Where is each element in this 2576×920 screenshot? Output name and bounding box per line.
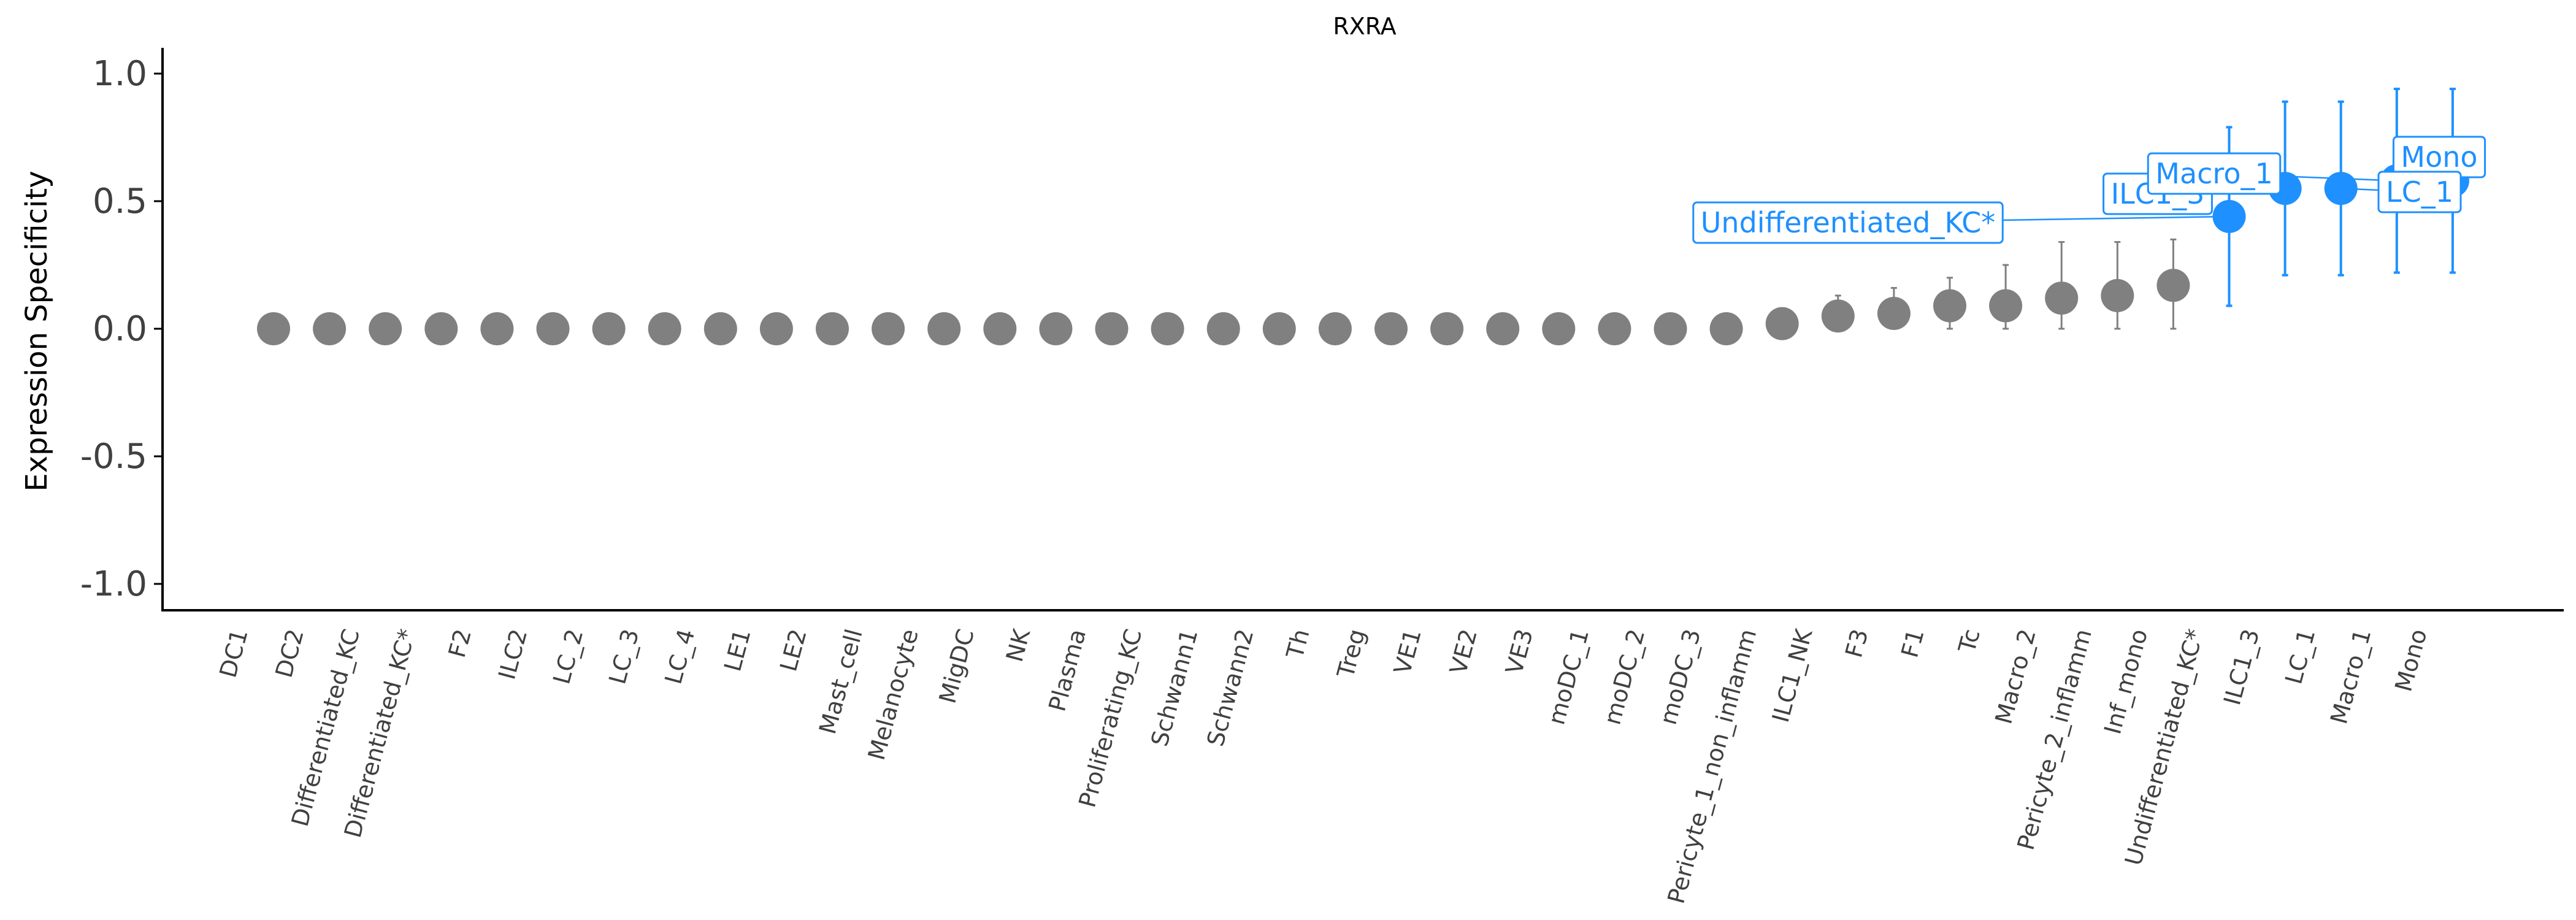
chart-title: RXRA	[1333, 13, 1396, 40]
x-tick-label: Schwann1	[1146, 626, 1203, 749]
data-point	[1318, 312, 1352, 345]
annotation-label: LC_1	[2340, 171, 2462, 213]
data-point	[1654, 312, 1687, 345]
data-point	[1709, 312, 1743, 345]
y-tick-label: 0.5	[93, 182, 147, 221]
x-tick-label: Mast_cell	[814, 626, 868, 737]
data-point	[816, 312, 849, 345]
x-ticks: DC1 DC2Differentiated_KCDifferentiated_KC…	[214, 626, 2432, 907]
x-tick-label: Inf_mono	[2099, 626, 2153, 737]
x-tick-label: Treg	[1332, 626, 1370, 681]
x-tick-label: Melanocyte	[863, 626, 924, 763]
data-point	[257, 312, 290, 345]
annotation-label: Undifferentiated_KC*	[1692, 201, 2229, 244]
data-point	[1039, 312, 1073, 345]
y-tick-label: 1.0	[93, 54, 147, 94]
data-point	[1765, 307, 1799, 340]
data-point	[759, 312, 793, 345]
data-point	[1542, 312, 1576, 345]
x-tick-label: DC2	[270, 626, 309, 681]
x-tick-label: VE3	[1500, 626, 1538, 677]
data-point	[1095, 312, 1129, 345]
x-tick-label: LE1	[719, 626, 756, 674]
annotation-label: Mono	[2392, 136, 2486, 182]
data-point	[1374, 312, 1408, 345]
data-point	[1262, 312, 1296, 345]
data-point	[872, 312, 905, 345]
x-tick-label: LE2	[775, 626, 811, 674]
x-tick-label: ILC1_3	[2218, 626, 2264, 708]
data-point	[480, 312, 514, 345]
data-point	[2156, 269, 2190, 302]
x-tick-label: Plasma	[1043, 626, 1091, 715]
y-tick-label: -0.5	[80, 437, 147, 477]
data-point	[1206, 312, 1240, 345]
data-point	[369, 312, 402, 345]
x-tick-label: F3	[1840, 626, 1873, 661]
x-tick-label: moDC_3	[1655, 626, 1706, 727]
annotation-box	[2377, 171, 2462, 213]
y-tick-label: -1.0	[80, 564, 147, 604]
y-ticks: -1.0 -0.5 0.0 0.5 1.0	[80, 54, 163, 604]
data-point	[648, 312, 681, 345]
data-point	[592, 312, 626, 345]
data-point	[2045, 282, 2079, 315]
data-point	[536, 312, 570, 345]
data-point	[1989, 289, 2023, 323]
x-tick-label: Macro_1	[2325, 626, 2376, 727]
annotation-label: Macro_1	[2147, 152, 2397, 195]
data-point	[1933, 289, 1966, 323]
x-tick-label: NK	[1001, 626, 1036, 665]
data-point	[313, 312, 347, 345]
data-point	[983, 312, 1017, 345]
x-tick-label: moDC_2	[1598, 626, 1650, 727]
x-tick-label: LC_4	[659, 626, 700, 687]
x-tick-label: DC1	[214, 626, 253, 681]
data-point	[703, 312, 737, 345]
x-tick-label: Th	[1281, 626, 1315, 662]
x-tick-label: ILC2	[493, 626, 532, 683]
data-point	[1821, 299, 1855, 333]
data-point	[1430, 312, 1464, 345]
data-point	[2101, 278, 2134, 312]
annotation-box	[2147, 152, 2282, 195]
x-tick-label: Schwann2	[1202, 626, 1259, 749]
x-tick-label: VE1	[1389, 626, 1427, 677]
annotation-box	[1692, 201, 2004, 244]
x-tick-label: LC_2	[548, 626, 588, 687]
data-point	[927, 312, 961, 345]
x-tick-label: LC_1	[2280, 626, 2320, 687]
x-tick-label: MigDC	[934, 626, 979, 706]
x-tick-label: Mono	[2390, 626, 2432, 694]
data-point	[1486, 312, 1520, 345]
x-tick-label: F1	[1896, 626, 1929, 661]
x-tick-label: Tc	[1953, 626, 1985, 656]
y-tick-label: 0.0	[93, 309, 147, 349]
x-tick-label: F2	[443, 626, 477, 661]
data-point	[1151, 312, 1184, 345]
x-tick-label: VE2	[1444, 626, 1482, 677]
data-point	[424, 312, 458, 345]
x-tick-label: LC_3	[604, 626, 644, 687]
annotation-text: LC_1	[2386, 175, 2453, 209]
annotation-text: Undifferentiated_KC*	[1701, 206, 1995, 239]
y-axis-label: Expression Specificity	[20, 171, 54, 491]
annotations: Undifferentiated_KC*ILC1_3Macro_1MonoLC_…	[1692, 136, 2486, 244]
x-tick-label: Macro_2	[1990, 626, 2041, 727]
annotation-text: Macro_1	[2155, 157, 2272, 190]
x-tick-label: moDC_1	[1543, 626, 1594, 727]
data-point	[1877, 297, 1911, 331]
data-point	[1598, 312, 1631, 345]
annotation-text: Mono	[2401, 140, 2477, 174]
x-tick-label: ILC1_NK	[1767, 626, 1818, 726]
